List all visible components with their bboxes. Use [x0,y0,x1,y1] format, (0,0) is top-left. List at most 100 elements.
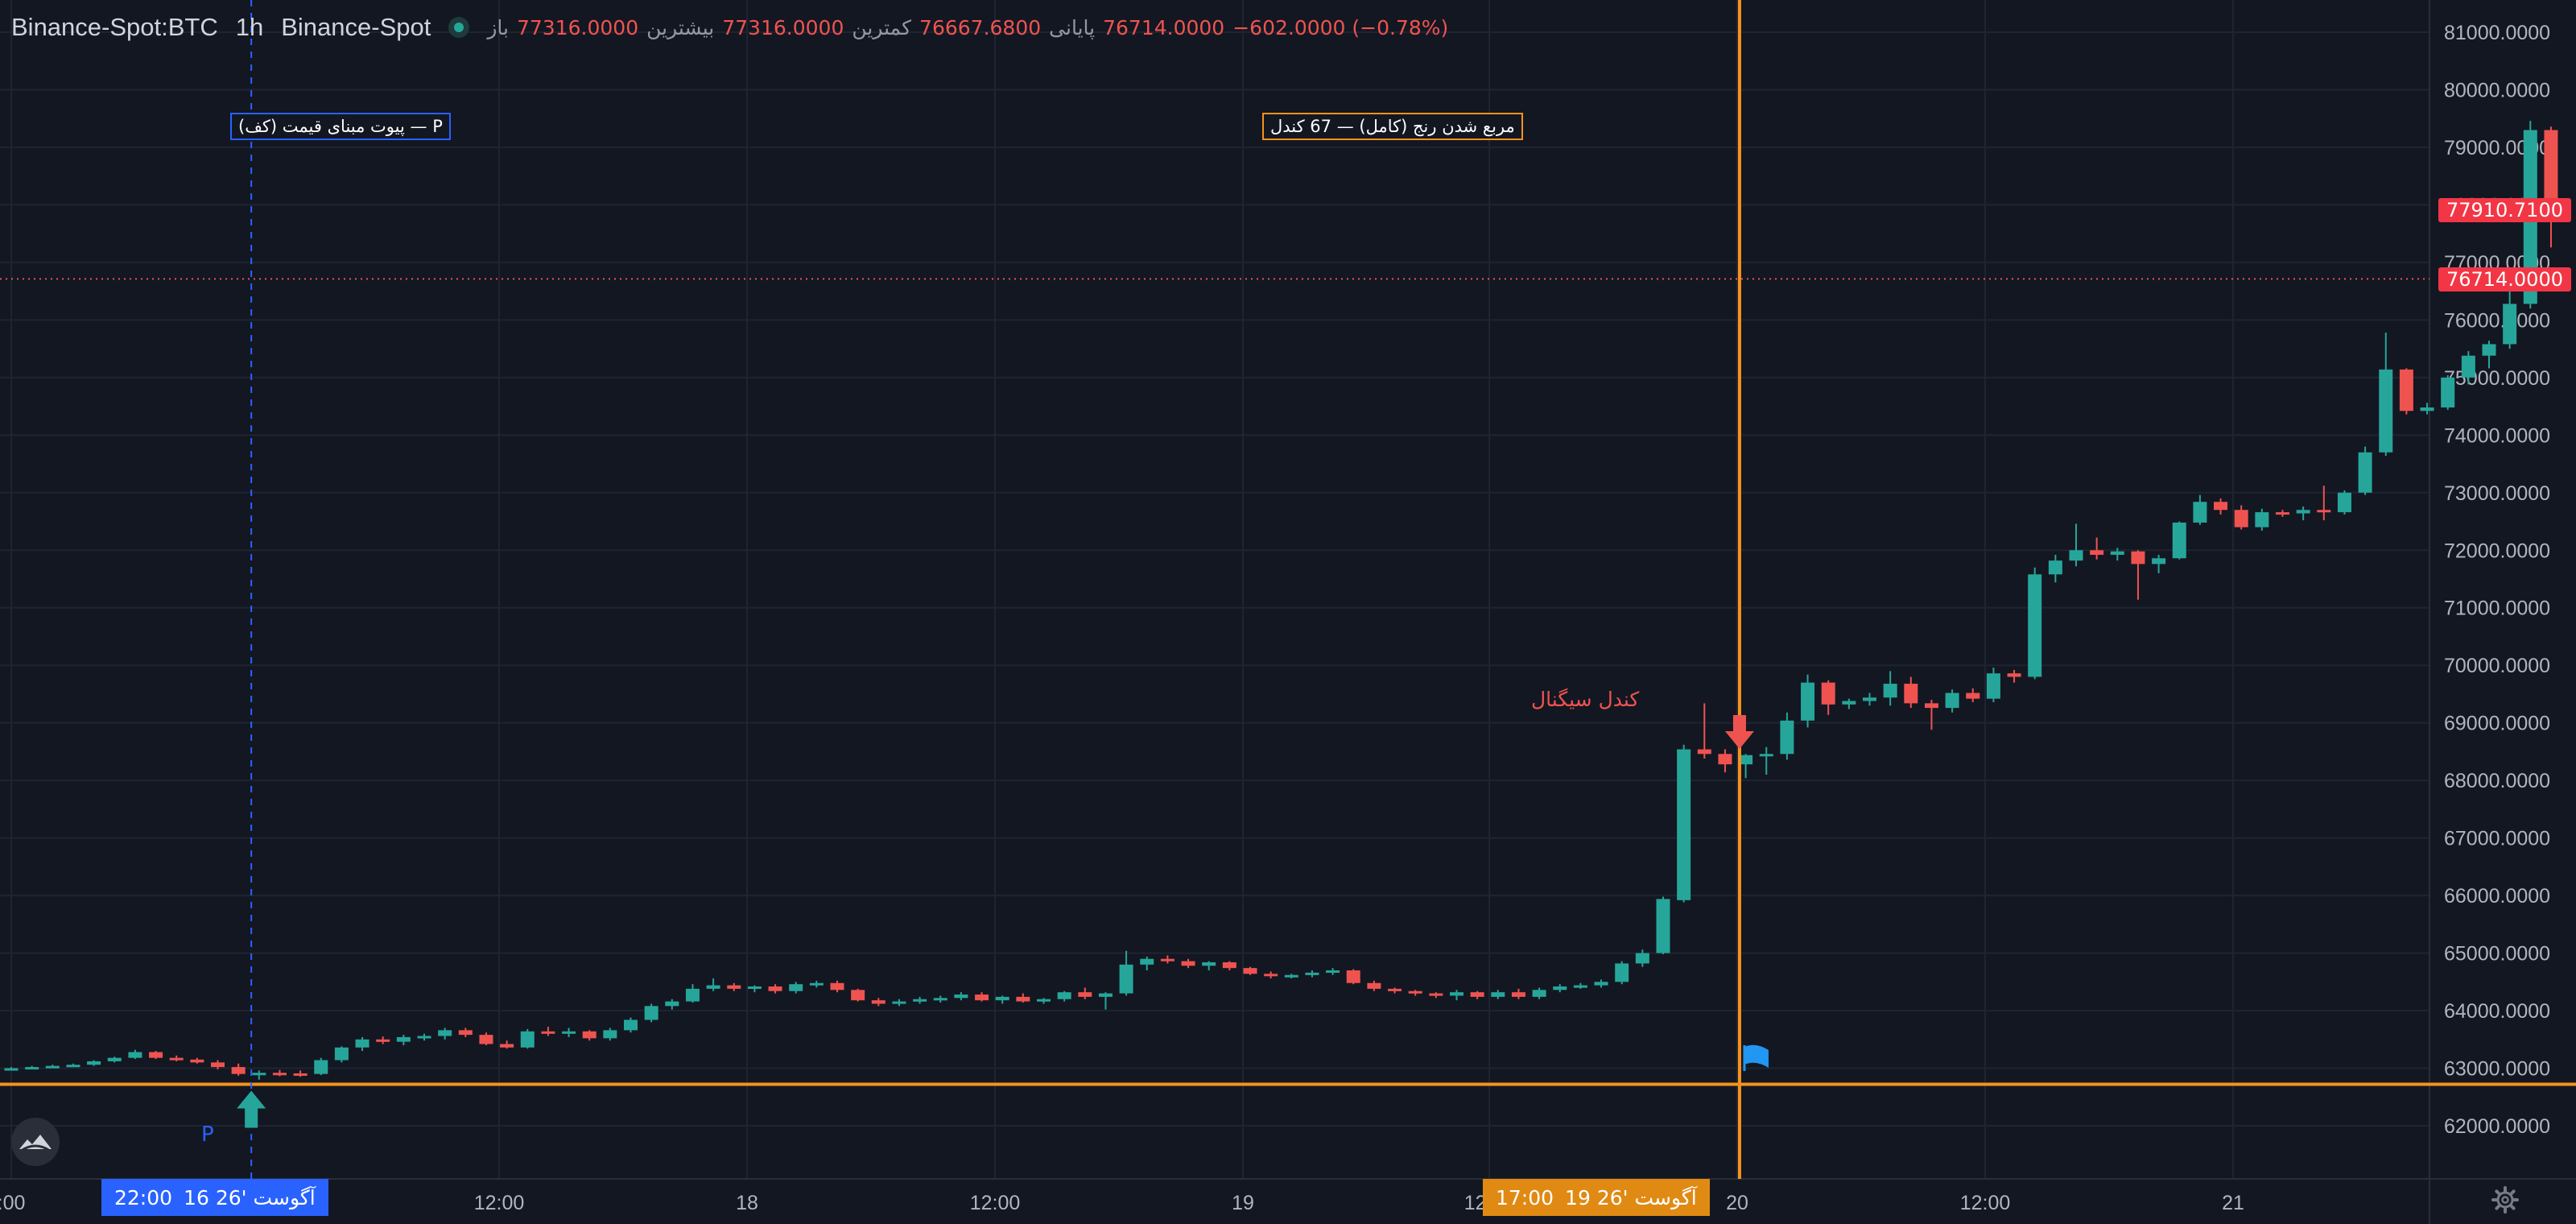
candle-up[interactable] [1883,684,1897,698]
candle-down[interactable] [2090,550,2104,555]
candle-up[interactable] [1098,993,1113,997]
candle-up[interactable] [1759,754,1773,757]
candle-up[interactable] [438,1030,452,1036]
candle-up[interactable] [252,1073,266,1076]
candle-up[interactable] [1739,755,1753,765]
candle-up[interactable] [809,982,824,986]
candle-up[interactable] [1326,970,1340,974]
candle-up[interactable] [685,988,700,1002]
candle-down[interactable] [1016,996,1030,1002]
candle-down[interactable] [1966,693,1980,699]
candle-up[interactable] [1986,673,2000,699]
candle-down[interactable] [2234,510,2248,527]
candle-down[interactable] [1160,958,1174,961]
candle-up[interactable] [892,1001,906,1004]
candle-up[interactable] [2503,304,2517,345]
candle-down[interactable] [541,1031,555,1034]
candle-up[interactable] [417,1036,431,1039]
candle-down[interactable] [768,986,782,991]
candle-down[interactable] [727,985,741,989]
candle-up[interactable] [2337,492,2351,513]
candle-down[interactable] [1924,703,1938,709]
candle-up[interactable] [2296,510,2310,514]
candle-down[interactable] [1429,993,1443,996]
candle-down[interactable] [479,1035,493,1044]
candle-down[interactable] [458,1030,473,1036]
candle-down[interactable] [1821,682,1835,705]
candle-up[interactable] [789,984,803,991]
candle-down[interactable] [293,1073,308,1076]
candle-up[interactable] [107,1057,122,1061]
candle-down[interactable] [190,1059,204,1063]
candle-down[interactable] [830,982,844,990]
candle-down[interactable] [149,1052,163,1058]
candle-up[interactable] [2420,407,2434,411]
candle-up[interactable] [2152,558,2166,564]
candle-up[interactable] [520,1031,535,1048]
candle-down[interactable] [975,994,989,1001]
candle-down[interactable] [2399,369,2413,411]
candle-up[interactable] [1594,982,1608,986]
candle-up[interactable] [2110,551,2124,555]
candle-up[interactable] [913,999,927,1002]
candle-up[interactable] [1656,899,1670,953]
candle-down[interactable] [1367,982,1381,989]
candle-up[interactable] [1553,986,1567,990]
candle-up[interactable] [128,1052,142,1058]
candle-up[interactable] [1635,953,1649,964]
candle-down[interactable] [2007,673,2021,677]
settings-gear-icon[interactable] [2491,1185,2520,1214]
candle-up[interactable] [2255,512,2269,527]
flag-icon[interactable] [1744,1044,1769,1068]
candle-up[interactable] [624,1019,638,1031]
candle-up[interactable] [1945,693,1959,709]
candle-up[interactable] [4,1068,19,1071]
candle-down[interactable] [1388,988,1402,991]
candle-up[interactable] [1677,749,1691,900]
candle-down[interactable] [1718,754,1732,765]
candle-up[interactable] [933,998,947,1001]
candle-up[interactable] [644,1006,658,1020]
candle-up[interactable] [45,1065,60,1069]
candle-up[interactable] [1615,963,1629,982]
candle-up[interactable] [1801,682,1815,721]
candle-down[interactable] [1078,992,1092,997]
candle-down[interactable] [1408,990,1422,994]
candle-up[interactable] [1450,992,1463,996]
candle-up[interactable] [1119,964,1133,994]
candle-up[interactable] [1037,999,1051,1002]
candle-down[interactable] [1222,962,1236,969]
candle-up[interactable] [603,1030,617,1039]
candle-up[interactable] [1780,720,1794,755]
candle-down[interactable] [1697,749,1711,755]
logo-icon[interactable] [11,1118,60,1166]
candle-up[interactable] [2069,550,2083,561]
candle-down[interactable] [2214,502,2228,511]
candle-down[interactable] [211,1062,225,1068]
candle-up[interactable] [1532,990,1546,997]
candle-down[interactable] [169,1057,184,1061]
candle-up[interactable] [706,985,720,989]
candle-down[interactable] [376,1039,390,1042]
candle-up[interactable] [25,1067,39,1070]
candle-up[interactable] [1305,972,1319,975]
candle-up[interactable] [1573,985,1587,988]
candle-up[interactable] [2048,560,2062,575]
candle-up[interactable] [1491,992,1505,997]
candle-up[interactable] [2028,574,2042,677]
candle-up[interactable] [1057,992,1071,999]
candle-down[interactable] [582,1031,597,1039]
candle-down[interactable] [851,990,865,1001]
candle-up[interactable] [995,996,1009,1001]
candle-up[interactable] [1284,974,1298,978]
candle-down[interactable] [231,1067,246,1074]
symbol-name[interactable]: Binance-Spot:BTC [11,13,218,41]
candle-down[interactable] [1243,968,1257,974]
candle-up[interactable] [87,1061,101,1065]
candle-down[interactable] [1470,992,1484,997]
candle-up[interactable] [396,1036,411,1042]
candle-down[interactable] [1904,684,1918,704]
candle-up[interactable] [562,1031,576,1034]
candle-up[interactable] [747,986,762,990]
candle-up[interactable] [334,1047,349,1061]
